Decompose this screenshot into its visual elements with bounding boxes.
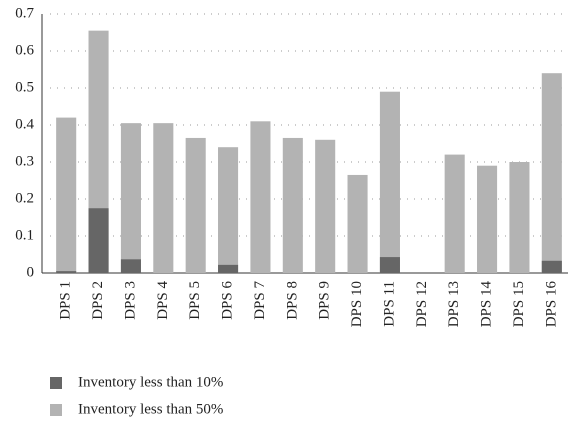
bar — [218, 264, 239, 273]
bar — [477, 165, 498, 273]
x-tick-label: DPS 7 — [252, 281, 268, 320]
legend-swatch — [50, 377, 62, 389]
bar — [56, 117, 77, 273]
bar — [379, 91, 400, 273]
bar — [153, 123, 174, 274]
y-tick-label: 0 — [27, 264, 35, 280]
x-tick-label: DPS 1 — [58, 281, 74, 320]
x-tick-label: DPS 16 — [543, 281, 559, 328]
x-tick-label: DPS 11 — [381, 281, 397, 327]
bar — [347, 174, 368, 273]
y-tick-label: 0.6 — [15, 42, 34, 58]
bar — [120, 259, 141, 273]
x-tick-label: DPS 6 — [220, 281, 236, 320]
bar — [541, 73, 562, 273]
bar — [541, 260, 562, 273]
legend-swatch — [50, 404, 62, 416]
bar — [88, 208, 109, 273]
x-tick-label: DPS 5 — [187, 281, 203, 320]
x-tick-label: DPS 15 — [511, 281, 527, 327]
y-tick-label: 0.7 — [15, 5, 34, 21]
x-tick-label: DPS 2 — [90, 281, 106, 320]
x-tick-label: DPS 4 — [155, 281, 171, 320]
x-tick-label: DPS 8 — [284, 281, 300, 320]
bar — [218, 147, 239, 273]
bar — [56, 271, 77, 273]
x-tick-label: DPS 12 — [414, 281, 430, 327]
bar — [120, 123, 141, 274]
bar — [282, 137, 303, 273]
x-tick-label: DPS 14 — [479, 281, 495, 328]
x-tick-label: DPS 10 — [349, 281, 365, 327]
bar — [250, 121, 271, 273]
y-tick-label: 0.4 — [15, 116, 34, 132]
bar — [509, 162, 530, 273]
y-tick-label: 0.5 — [15, 79, 34, 95]
bar — [379, 257, 400, 273]
legend-label: Inventory less than 10% — [78, 374, 223, 390]
y-tick-label: 0.3 — [15, 153, 34, 169]
bar — [315, 139, 336, 273]
y-tick-label: 0.1 — [15, 227, 34, 243]
x-tick-label: DPS 13 — [446, 281, 462, 327]
bar — [444, 154, 465, 273]
bar — [185, 137, 206, 273]
x-tick-label: DPS 3 — [122, 281, 138, 320]
y-tick-label: 0.2 — [15, 190, 34, 206]
legend-label: Inventory less than 50% — [78, 401, 223, 417]
x-tick-label: DPS 9 — [317, 281, 333, 320]
